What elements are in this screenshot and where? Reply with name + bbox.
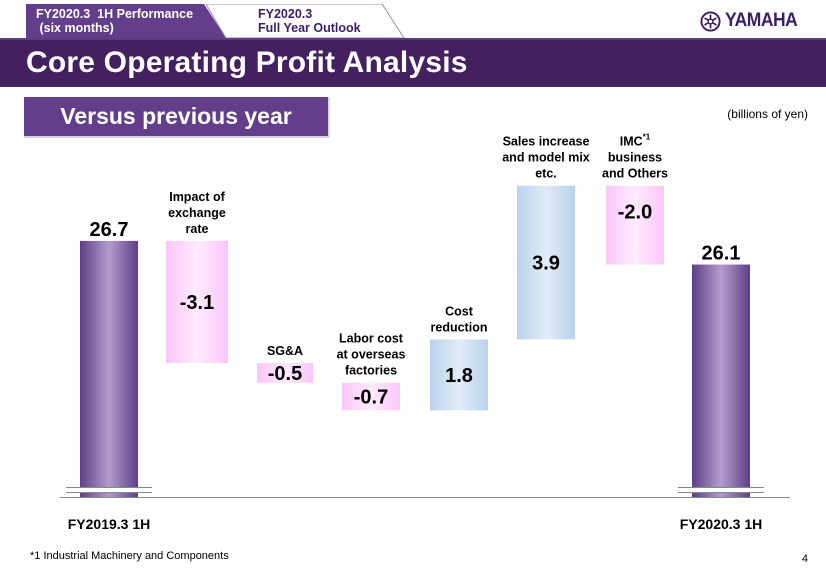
axis-break-gap	[66, 487, 152, 493]
category-label: rate	[186, 222, 209, 236]
page-number: 4	[801, 553, 808, 565]
x-tick-label: FY2020.3 1H	[680, 516, 763, 532]
page-title: Core Operating Profit Analysis	[26, 46, 468, 79]
value-label: 26.7	[90, 219, 129, 241]
value-label: -0.5	[268, 363, 302, 385]
category-label: etc.	[535, 167, 557, 181]
bar-positive	[430, 339, 488, 411]
category-label: at overseas	[337, 348, 406, 362]
section-heading: Versus previous year	[60, 103, 292, 129]
yamaha-logo: YAMAHA	[700, 10, 804, 32]
tab-shape	[206, 4, 405, 38]
category-label: and model mix	[502, 151, 590, 165]
title-bar: Core Operating Profit Analysis	[0, 38, 826, 87]
category-label: SG&A	[267, 344, 303, 358]
bar-positive	[517, 185, 575, 340]
x-tick-label: FY2019.3 1H	[68, 516, 151, 532]
header-tabs: FY2020.3 1H Performance (six months) FY2…	[0, 0, 826, 38]
footnote: *1 Industrial Machinery and Components	[30, 550, 229, 562]
category-label: and Others	[602, 167, 668, 181]
logo-text: YAMAHA	[725, 10, 798, 31]
category-label: Sales increase	[503, 135, 590, 149]
value-label: -2.0	[618, 202, 652, 224]
unit-label: (billions of yen)	[727, 107, 808, 121]
axis-break-gap	[678, 487, 764, 493]
category-label: Impact of	[169, 190, 225, 204]
bar-negative	[257, 363, 313, 383]
value-label: 1.8	[445, 365, 473, 387]
tab-full-year-outlook-label: FY2020.3 Full Year Outlook	[258, 7, 361, 35]
category-label: Labor cost	[339, 332, 404, 346]
section-heading-box: Versus previous year	[24, 97, 330, 138]
tuning-fork-emblem-icon	[700, 10, 721, 32]
bar-negative	[606, 185, 664, 265]
value-label: 26.1	[702, 243, 741, 265]
tab-1h-performance-label: FY2020.3 1H Performance (six months)	[36, 7, 194, 35]
tab-1h-performance[interactable]: FY2020.3 1H Performance (six months)	[26, 4, 226, 38]
bars-layer	[60, 185, 790, 498]
bar-negative	[342, 382, 400, 411]
tab-full-year-outlook[interactable]: FY2020.3 Full Year Outlook	[206, 4, 416, 38]
category-label: exchange	[168, 206, 226, 220]
category-label: factories	[345, 364, 397, 378]
bar-negative	[166, 240, 228, 364]
bar-total	[692, 264, 750, 497]
value-label: 3.9	[532, 253, 560, 275]
category-label: IMC*1	[620, 133, 651, 149]
category-label: reduction	[431, 320, 488, 334]
footnote-marker: *1	[643, 133, 651, 142]
tab-shape	[26, 4, 226, 38]
bar-total	[80, 240, 138, 497]
category-label: Cost	[445, 304, 474, 318]
category-label: business	[608, 151, 662, 165]
value-label: -3.1	[180, 292, 214, 314]
labels-layer: 26.7 FY2019.3 1H -3.1 Impact of exchange rate…	[68, 133, 763, 532]
value-label: -0.7	[354, 387, 388, 409]
